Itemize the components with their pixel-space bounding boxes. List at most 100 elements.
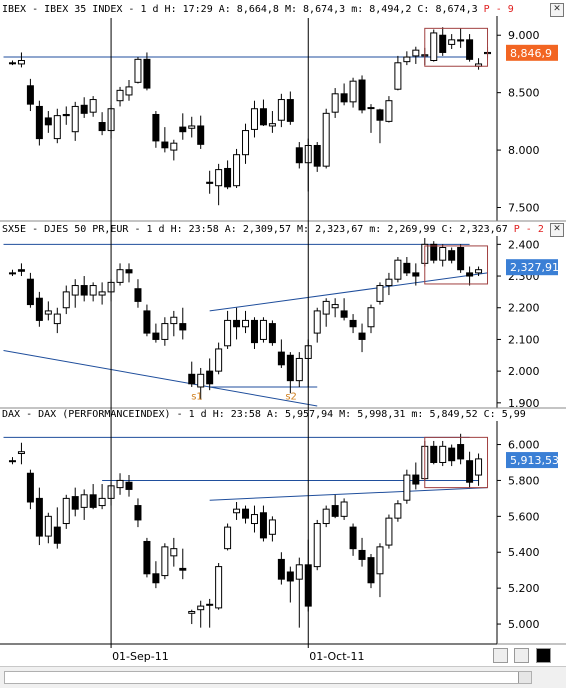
candle-body: [430, 243, 438, 261]
candle-body: [53, 115, 61, 140]
candle-body: [44, 310, 52, 315]
candlestick-chart-svg: 7.500 8.000 8.500 9.000 8,846,9 1.900 2.000 2.1…: [0, 16, 566, 663]
candle-body: [134, 58, 142, 83]
candle-body: [376, 285, 384, 302]
save-icon[interactable]: [514, 648, 529, 663]
candle-body: [250, 514, 258, 525]
candle-body: [331, 93, 339, 113]
last-value-label: 2,327,91: [510, 261, 559, 274]
candle-body: [412, 49, 420, 57]
chart-panel-2: 5.000 5.200 5.400 5.600 5.800 6.000 5,913,53: [0, 421, 566, 645]
highlight-box: [424, 245, 489, 285]
candle-body: [170, 316, 178, 325]
candle-body: [98, 122, 106, 132]
horizontal-scrollbar[interactable]: [4, 671, 532, 684]
candle-body: [448, 250, 456, 261]
close-icon[interactable]: ✕: [550, 3, 564, 17]
candle-body: [295, 357, 303, 382]
candle-body: [35, 497, 43, 537]
trend-line: [3, 350, 318, 407]
candle-body: [206, 603, 214, 606]
candle-body: [8, 460, 16, 463]
candle-body: [358, 79, 366, 111]
candle-body: [71, 105, 79, 133]
candle-body: [286, 571, 294, 582]
candle-body: [233, 154, 241, 187]
candle-body: [385, 517, 393, 546]
candle-body: [233, 508, 241, 514]
candle-body: [250, 108, 258, 130]
candle-body: [340, 93, 348, 103]
candle-body: [259, 108, 267, 126]
y-tick-label: 2.000: [508, 365, 540, 378]
y-tick-label: 6.000: [508, 439, 540, 452]
candle-body: [188, 373, 196, 385]
candle-body: [295, 564, 303, 580]
candle-body: [322, 112, 330, 167]
candle-body: [340, 501, 348, 517]
candle-body: [322, 300, 330, 315]
candle-body: [313, 523, 321, 568]
candle-body: [394, 259, 402, 280]
candle-body: [340, 310, 348, 318]
close-icon[interactable]: ✕: [550, 223, 564, 237]
candle-body: [44, 515, 52, 537]
highlight-box: [424, 436, 489, 489]
candle-body: [17, 451, 25, 455]
candle-body: [233, 319, 241, 328]
candle-body: [152, 573, 160, 584]
candle-body: [89, 99, 97, 113]
candle-body: [17, 269, 25, 272]
candle-body: [412, 272, 420, 277]
candle-body: [188, 610, 196, 614]
candle-body: [259, 512, 267, 539]
candle-body: [376, 109, 384, 121]
print-icon[interactable]: [493, 648, 508, 663]
last-value-badge: [506, 452, 558, 469]
candle-body: [125, 269, 133, 274]
dax-panel-title: DAX - DAX (PERFORMANCEINDEX) - 1 d H: 23…: [2, 408, 562, 422]
candle-body: [367, 107, 375, 110]
candle-body: [403, 474, 411, 501]
candle-body: [313, 310, 321, 334]
y-tick-label: 8.500: [508, 87, 540, 100]
candle-body: [71, 496, 79, 510]
candle-body: [170, 548, 178, 557]
candle-body: [35, 297, 43, 321]
scrollbar-thumb[interactable]: [518, 672, 531, 683]
candle-body: [206, 370, 214, 385]
sx5e-panel-title: SX5E - DJES 50 PR,EUR - 1 d H: 23:58 A: …: [2, 223, 562, 237]
candle-body: [439, 34, 447, 53]
candle-body: [125, 481, 133, 490]
candle-body: [89, 494, 97, 508]
candle-body: [224, 319, 232, 347]
candle-body: [224, 526, 232, 550]
candle-body: [367, 307, 375, 328]
highlight-box: [424, 27, 489, 67]
candle-body: [295, 147, 303, 164]
candle-body: [277, 99, 285, 121]
last-value-label: 5,913,53: [510, 454, 559, 467]
last-value-badge: [506, 259, 558, 276]
annotation-label: s2: [285, 392, 297, 403]
candle-body: [268, 123, 276, 127]
chart-panel-0: 7.500 8.000 8.500 9.000 8,846,9: [0, 16, 566, 222]
candle-body: [80, 104, 88, 114]
candle-body: [98, 291, 106, 296]
candle-body: [250, 319, 258, 344]
candle-body: [242, 319, 250, 328]
candle-body: [412, 474, 420, 485]
candle-body: [457, 247, 465, 271]
candle-body: [8, 62, 16, 65]
candle-body: [376, 546, 384, 575]
candle-body: [8, 272, 16, 275]
candle-body: [457, 39, 465, 42]
candle-body: [215, 348, 223, 372]
status-bar: [0, 666, 566, 688]
color-square-icon[interactable]: [536, 648, 551, 663]
candle-body: [98, 497, 106, 507]
candle-body: [430, 32, 438, 61]
candle-body: [161, 323, 169, 340]
candle-body: [277, 558, 285, 580]
